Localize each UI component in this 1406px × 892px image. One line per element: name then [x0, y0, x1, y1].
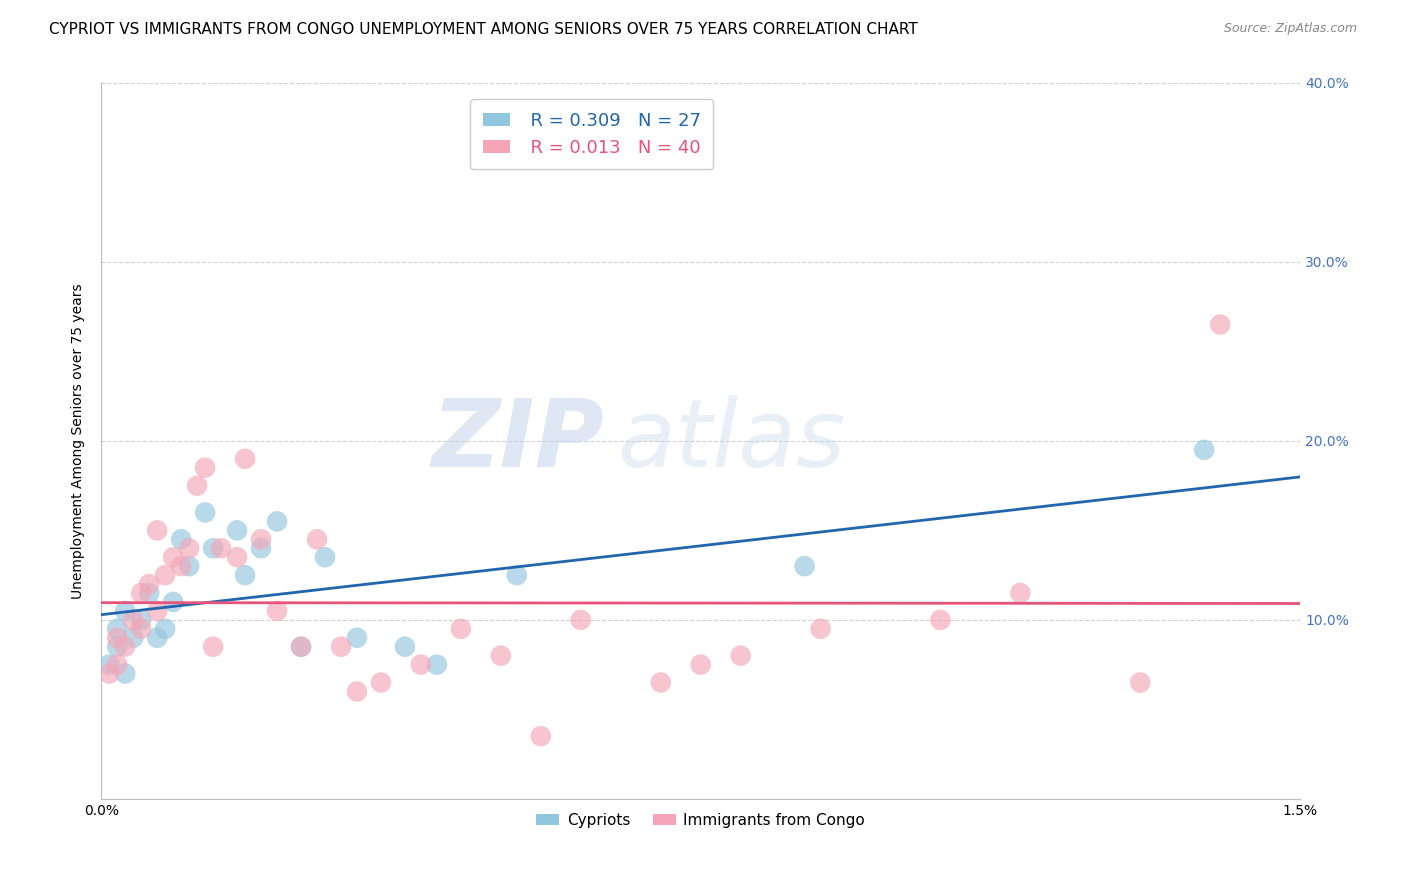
Point — [226, 524, 249, 538]
Point — [162, 595, 184, 609]
Point — [146, 631, 169, 645]
Point — [153, 622, 176, 636]
Point — [330, 640, 353, 654]
Point — [650, 675, 672, 690]
Point — [114, 666, 136, 681]
Point — [810, 622, 832, 636]
Point — [105, 657, 128, 672]
Text: CYPRIOT VS IMMIGRANTS FROM CONGO UNEMPLOYMENT AMONG SENIORS OVER 75 YEARS CORREL: CYPRIOT VS IMMIGRANTS FROM CONGO UNEMPLO… — [49, 22, 918, 37]
Text: atlas: atlas — [617, 395, 845, 486]
Point — [929, 613, 952, 627]
Point — [409, 657, 432, 672]
Point — [1192, 442, 1215, 457]
Point — [146, 524, 169, 538]
Point — [162, 550, 184, 565]
Point — [98, 657, 121, 672]
Point — [129, 622, 152, 636]
Point — [179, 559, 201, 574]
Point — [233, 568, 256, 582]
Point — [1129, 675, 1152, 690]
Point — [730, 648, 752, 663]
Point — [250, 533, 273, 547]
Point — [153, 568, 176, 582]
Point — [194, 506, 217, 520]
Point — [202, 640, 225, 654]
Point — [370, 675, 392, 690]
Point — [105, 622, 128, 636]
Point — [170, 559, 193, 574]
Point — [266, 515, 288, 529]
Point — [793, 559, 815, 574]
Point — [1010, 586, 1032, 600]
Point — [226, 550, 249, 565]
Point — [1209, 318, 1232, 332]
Point — [346, 684, 368, 698]
Text: Source: ZipAtlas.com: Source: ZipAtlas.com — [1223, 22, 1357, 36]
Point — [105, 631, 128, 645]
Point — [138, 586, 160, 600]
Point — [170, 533, 193, 547]
Point — [689, 657, 711, 672]
Point — [98, 666, 121, 681]
Point — [138, 577, 160, 591]
Point — [266, 604, 288, 618]
Point — [489, 648, 512, 663]
Point — [346, 631, 368, 645]
Point — [426, 657, 449, 672]
Point — [122, 613, 145, 627]
Point — [202, 541, 225, 556]
Point — [129, 613, 152, 627]
Point — [506, 568, 529, 582]
Point — [569, 613, 592, 627]
Point — [394, 640, 416, 654]
Point — [290, 640, 312, 654]
Point — [179, 541, 201, 556]
Point — [250, 541, 273, 556]
Point — [114, 604, 136, 618]
Point — [146, 604, 169, 618]
Point — [114, 640, 136, 654]
Legend: Cypriots, Immigrants from Congo: Cypriots, Immigrants from Congo — [530, 807, 872, 834]
Point — [290, 640, 312, 654]
Y-axis label: Unemployment Among Seniors over 75 years: Unemployment Among Seniors over 75 years — [72, 283, 86, 599]
Point — [209, 541, 232, 556]
Point — [129, 586, 152, 600]
Point — [186, 478, 208, 492]
Point — [122, 631, 145, 645]
Text: ZIP: ZIP — [432, 395, 605, 487]
Point — [305, 533, 328, 547]
Point — [530, 729, 553, 743]
Point — [314, 550, 336, 565]
Point — [450, 622, 472, 636]
Point — [233, 451, 256, 466]
Point — [194, 460, 217, 475]
Point — [105, 640, 128, 654]
